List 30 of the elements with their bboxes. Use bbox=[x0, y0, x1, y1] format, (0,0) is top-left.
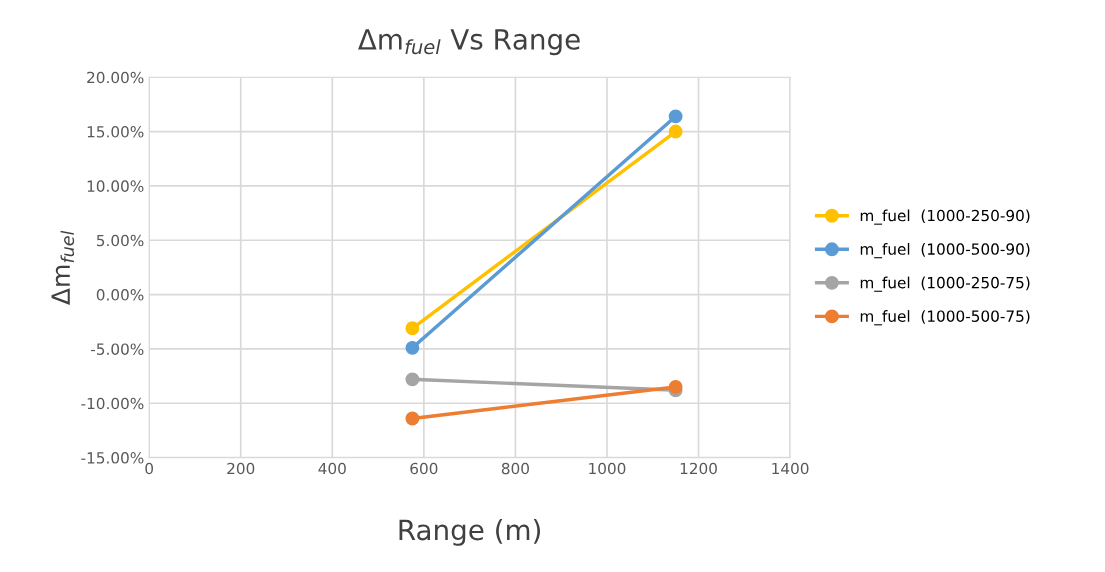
point bbox=[405, 321, 420, 336]
chart-title: Δm$_{fuel}$ Vs Range bbox=[358, 29, 580, 56]
y-axis-title: Δm$_{fuel}$ bbox=[51, 230, 75, 305]
x-tick-label: 1200 bbox=[680, 462, 717, 475]
legend-label: m_fuel (1000-500-75) bbox=[860, 310, 1030, 326]
y-tick-label: -5.00% bbox=[91, 343, 144, 355]
x-tick-label: 800 bbox=[501, 462, 529, 475]
x-tick-label: 200 bbox=[227, 462, 255, 475]
legend-label: m_fuel (1000-250-75) bbox=[860, 276, 1030, 292]
point bbox=[405, 340, 420, 355]
point bbox=[668, 109, 683, 124]
x-tick-label: 0 bbox=[145, 462, 154, 475]
point bbox=[405, 372, 420, 387]
legend-label: m_fuel (1000-500-90) bbox=[860, 243, 1030, 259]
y-tick-label: -15.00% bbox=[81, 452, 144, 464]
y-tick-label: 15.00% bbox=[87, 126, 144, 138]
y-tick-label: -10.00% bbox=[81, 397, 144, 410]
legend-label: m_fuel (1000-250-90) bbox=[860, 209, 1030, 225]
point bbox=[668, 380, 683, 394]
y-tick-label: 5.00% bbox=[96, 234, 144, 247]
x-tick-label: 600 bbox=[410, 462, 438, 475]
point bbox=[405, 411, 420, 426]
x-axis-title: Range (m) bbox=[399, 518, 541, 546]
y-tick-label: 0.00% bbox=[96, 289, 144, 301]
x-tick-label: 1000 bbox=[589, 462, 626, 475]
x-tick-label: 1400 bbox=[772, 462, 809, 475]
y-tick-label: 20.00% bbox=[87, 71, 144, 84]
x-tick-label: 400 bbox=[318, 462, 346, 475]
point bbox=[668, 124, 683, 139]
y-tick-label: 10.00% bbox=[87, 180, 144, 192]
